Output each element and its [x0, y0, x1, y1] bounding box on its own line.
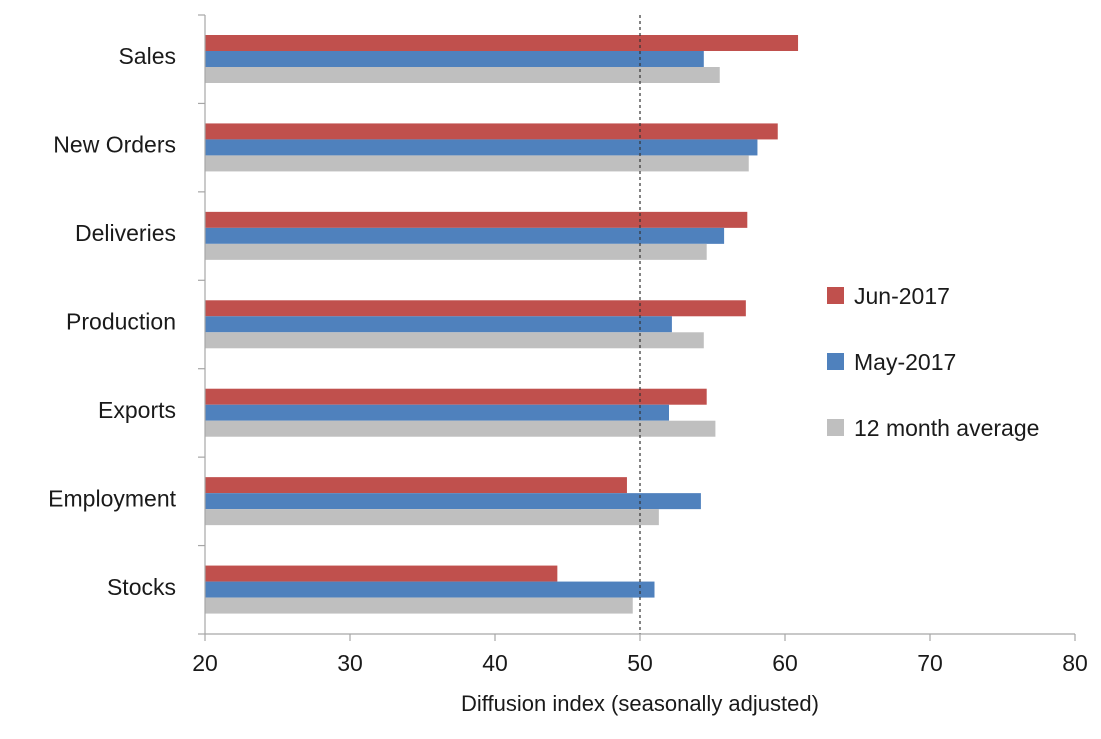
x-tick-label: 20 [192, 650, 218, 676]
x-tick-label: 70 [917, 650, 943, 676]
bar-new-orders-series-1 [205, 123, 778, 140]
bar-stocks-series-2 [205, 581, 655, 598]
x-tick-label: 40 [482, 650, 508, 676]
x-tick-labels: 20 30 40 50 60 70 80 [192, 650, 1088, 676]
x-tick-label: 60 [772, 650, 798, 676]
bar-deliveries-series-3 [205, 243, 707, 260]
bars-group [205, 35, 799, 614]
bar-exports-series-2 [205, 404, 669, 421]
legend-swatch [827, 419, 844, 436]
category-label: Sales [118, 43, 176, 69]
bar-deliveries-series-1 [205, 211, 748, 228]
x-tick-label: 30 [337, 650, 363, 676]
legend-swatch [827, 353, 844, 370]
category-labels: Sales New Orders Deliveries Production Expor… [48, 43, 176, 600]
bar-employment-series-3 [205, 509, 659, 526]
bar-stocks-series-1 [205, 565, 558, 582]
axes-group [198, 14, 1076, 641]
bar-deliveries-series-2 [205, 227, 725, 244]
bar-exports-series-1 [205, 388, 707, 405]
bar-sales-series-3 [205, 67, 720, 83]
bar-employment-series-2 [205, 493, 701, 510]
bar-sales-series-2 [205, 51, 704, 67]
x-axis-title: Diffusion index (seasonally adjusted) [461, 691, 819, 716]
legend: Jun-2017 May-2017 12 month average [827, 283, 1039, 441]
bar-sales-series-1 [205, 35, 799, 51]
bar-exports-series-3 [205, 420, 716, 437]
category-label: Deliveries [75, 220, 176, 246]
category-label: New Orders [53, 132, 176, 158]
bar-employment-series-1 [205, 477, 627, 494]
bar-production-series-1 [205, 300, 746, 317]
legend-label: 12 month average [854, 415, 1039, 441]
x-tick-label: 50 [627, 650, 653, 676]
bar-production-series-2 [205, 316, 672, 333]
category-label: Exports [98, 397, 176, 423]
bar-new-orders-series-2 [205, 139, 758, 156]
category-label: Stocks [107, 574, 176, 600]
bar-production-series-3 [205, 332, 704, 349]
bar-stocks-series-3 [205, 597, 633, 614]
legend-label: May-2017 [854, 349, 956, 375]
bar-new-orders-series-3 [205, 155, 749, 172]
legend-label: Jun-2017 [854, 283, 950, 309]
legend-swatch [827, 287, 844, 304]
category-label: Employment [48, 485, 176, 511]
category-label: Production [66, 309, 176, 335]
x-tick-label: 80 [1062, 650, 1088, 676]
